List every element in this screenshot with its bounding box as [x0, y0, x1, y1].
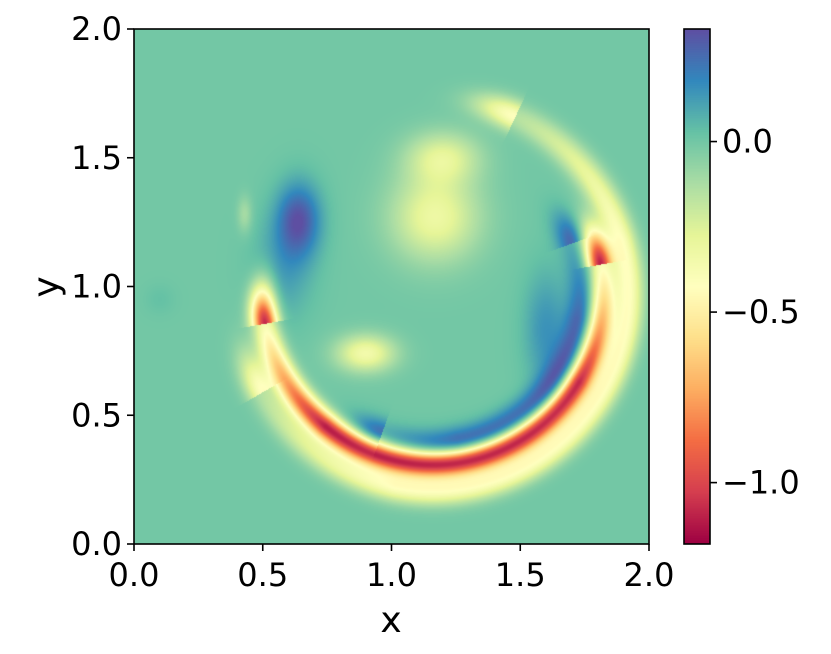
y-axis: 0.0 0.5 1.0 1.5 2.0 — [71, 10, 134, 563]
y-tick-label: 1.5 — [71, 139, 122, 177]
y-axis-label: y — [26, 276, 67, 297]
colorbar-ticks: 0.0 −0.5 −1.0 — [710, 123, 800, 502]
y-tick-label: 0.5 — [71, 396, 122, 434]
colorbar-frame — [683, 28, 711, 545]
colorbar-gradient — [684, 29, 710, 544]
colorbar-tick-label: 0.0 — [722, 123, 773, 161]
colorbar-canvas-holder — [684, 29, 710, 544]
x-axis-label: x — [380, 600, 401, 641]
y-tick-label: 1.0 — [71, 268, 122, 306]
x-tick-label: 1.0 — [366, 556, 417, 594]
x-tick-label: 1.5 — [495, 556, 546, 594]
colorbar-tick-label: −1.0 — [722, 464, 800, 502]
y-tick-label: 0.0 — [71, 525, 122, 563]
x-tick-label: 2.0 — [624, 556, 675, 594]
colorbar-tick-label: −0.5 — [722, 293, 800, 331]
x-tick-label: 0.0 — [109, 556, 160, 594]
heatmap-image — [134, 29, 649, 544]
heatmap-canvas-holder — [134, 29, 649, 544]
heatmap-plot-area — [133, 28, 650, 545]
x-tick-label: 0.5 — [237, 556, 288, 594]
y-tick-label: 2.0 — [71, 10, 122, 48]
colorbar: 0.0 −0.5 −1.0 — [683, 28, 800, 545]
x-axis: 0.0 0.5 1.0 1.5 2.0 — [109, 544, 675, 594]
